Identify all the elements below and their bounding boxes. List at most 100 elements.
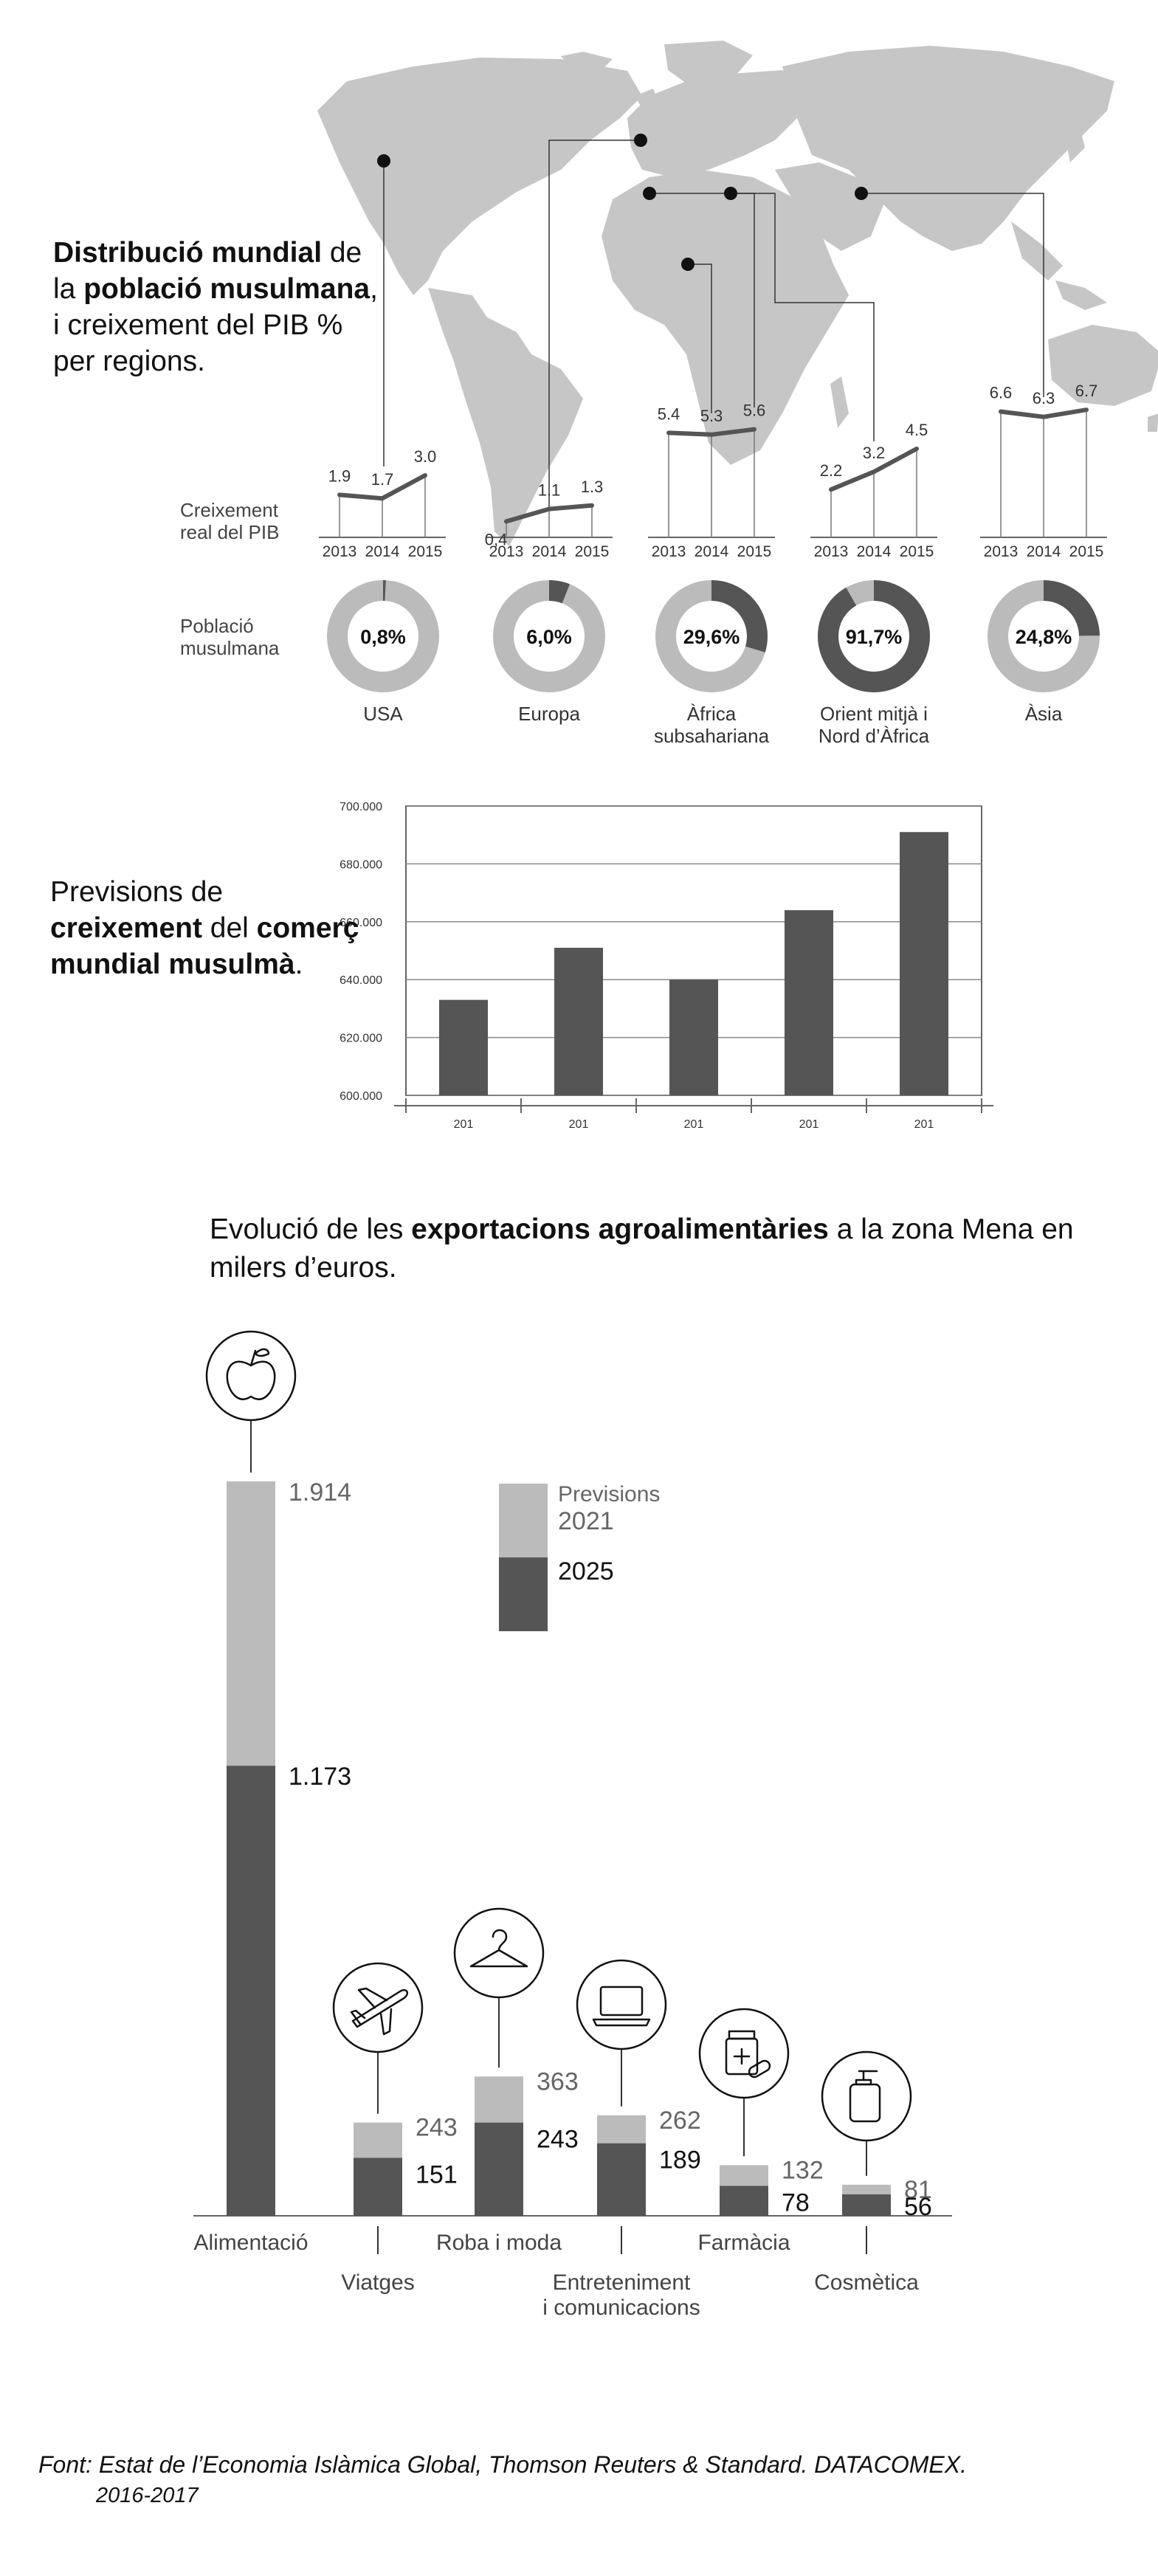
year-tick-label: 2014 bbox=[695, 543, 729, 560]
gdp-series-line bbox=[829, 447, 919, 492]
region-chart-4: 6.6 6.3 6.7 2013 2014 2015 24,8% Àsia bbox=[980, 382, 1107, 725]
year-tick-label: 2013 bbox=[984, 543, 1019, 560]
bar-2021-segment bbox=[475, 2122, 523, 2216]
donut-percent-label: 0,8% bbox=[360, 626, 406, 648]
world-map-illustration bbox=[317, 41, 1158, 546]
gdp-value-label: 4.5 bbox=[906, 421, 928, 439]
section2-title-part: comerç mundial musulmà bbox=[50, 912, 359, 980]
bar-2021-segment bbox=[227, 1766, 275, 2216]
legend-2025-label: 2025 bbox=[558, 1557, 614, 1585]
donut-share-arc bbox=[493, 580, 605, 692]
region-chart-2: 5.4 5.3 5.6 2013 2014 2015 29,6% Àfricasubsahar… bbox=[648, 402, 775, 747]
year-tick-label: 2015 bbox=[737, 543, 772, 560]
legend-2021-label: 2021 bbox=[558, 1507, 614, 1535]
apple-icon bbox=[205, 1330, 297, 1422]
gdp-series-line bbox=[504, 503, 594, 524]
gdp-series-line bbox=[337, 473, 427, 501]
year-tick-label: 2014 bbox=[365, 543, 400, 560]
legend-2025-swatch bbox=[499, 1557, 548, 1631]
gdp-value-label: 1.1 bbox=[538, 481, 561, 500]
value-2025-label: 132 bbox=[782, 2156, 824, 2184]
apple-body bbox=[226, 1360, 276, 1400]
x-tick-label: 201 bbox=[684, 1118, 704, 1131]
section2-title-part: . bbox=[294, 948, 303, 980]
section2-title-part: Previsions de bbox=[50, 876, 224, 908]
value-2025-label: 262 bbox=[659, 2107, 701, 2135]
forecast-bar bbox=[669, 979, 718, 1095]
x-tick-label: 201 bbox=[799, 1118, 819, 1131]
value-2025-label: 363 bbox=[537, 2067, 579, 2095]
gdp-value-label: 2.2 bbox=[820, 461, 843, 480]
forecast-bar bbox=[554, 948, 603, 1095]
dispenser-icon bbox=[821, 2050, 912, 2142]
forecast-bar bbox=[900, 832, 948, 1095]
donut-share-arc bbox=[988, 580, 1100, 692]
section2-title-part: del bbox=[201, 912, 257, 944]
region-name-label: Orient mitjà i bbox=[820, 703, 928, 725]
x-tick-label: 201 bbox=[454, 1118, 474, 1131]
pill-capsule bbox=[748, 2059, 771, 2079]
apple-stem bbox=[249, 1348, 270, 1367]
category-label: Viatges bbox=[341, 2270, 415, 2295]
value-2021-label: 1.173 bbox=[289, 1763, 351, 1791]
population-row-label: musulmana bbox=[180, 637, 280, 659]
bar-2021-segment bbox=[842, 2194, 891, 2216]
callout-line bbox=[861, 193, 1044, 397]
region-pin-icon bbox=[855, 187, 868, 200]
category-label: Roba i moda bbox=[436, 2231, 562, 2255]
bottle-body bbox=[725, 2037, 759, 2076]
section1-title-part: població musulmana bbox=[83, 273, 371, 305]
section3-title-part: exportacions agroalimentàries bbox=[411, 1213, 829, 1245]
hanger-icon bbox=[453, 1907, 545, 1999]
year-tick-label: 2014 bbox=[857, 543, 892, 560]
donut-share-arc bbox=[327, 580, 439, 692]
region-name-label: Àfrica bbox=[687, 703, 737, 725]
region-name-label: Europa bbox=[518, 703, 580, 725]
callout-line bbox=[688, 264, 712, 413]
dispenser-bottle bbox=[849, 2083, 881, 2123]
x-tick-label: 201 bbox=[914, 1118, 934, 1131]
bar-2025-segment bbox=[842, 2184, 891, 2194]
donut-percent-label: 29,6% bbox=[683, 626, 740, 648]
year-tick-label: 2015 bbox=[900, 543, 934, 560]
y-tick-label: 640.000 bbox=[340, 974, 382, 987]
value-2021-label: 243 bbox=[537, 2126, 579, 2154]
gdp-value-label: 0,4 bbox=[485, 530, 508, 548]
category-label: Alimentació bbox=[193, 2231, 308, 2255]
donut-percent-label: 6,0% bbox=[526, 626, 572, 648]
category-group-4: 132 78 Farmàcia bbox=[697, 2008, 824, 2255]
year-tick-label: 2013 bbox=[814, 543, 849, 560]
gdp-value-label: 3.0 bbox=[414, 447, 437, 466]
gdp-value-label: 6.7 bbox=[1075, 382, 1098, 400]
bar-2025-segment bbox=[597, 2115, 646, 2143]
section1-title-part: , i creixement del PIB % per regions. bbox=[53, 273, 378, 377]
airplane-icon bbox=[332, 1962, 424, 2053]
section3-title-part: Evolució de les bbox=[210, 1213, 412, 1245]
icon-circle bbox=[698, 2008, 790, 2099]
section2-title-part: creixement bbox=[50, 912, 202, 944]
gdp-value-label: 5.4 bbox=[658, 404, 680, 423]
category-label: Entreteniment bbox=[553, 2270, 691, 2295]
legend-title: Previsions bbox=[558, 1482, 660, 1506]
value-2025-label: 1.914 bbox=[289, 1478, 351, 1506]
gdp-value-label: 6.6 bbox=[990, 384, 1013, 402]
year-tick-label: 2014 bbox=[1027, 543, 1061, 560]
source-line-1: Font: Estat de l’Economia Islàmica Globa… bbox=[38, 2451, 967, 2478]
icon-circle bbox=[332, 1962, 424, 2053]
icon-circle bbox=[453, 1907, 545, 1999]
donut-percent-label: 24,8% bbox=[1016, 626, 1072, 648]
gdp-value-label: 5.3 bbox=[700, 407, 723, 425]
gdp-value-label: 3.2 bbox=[863, 444, 886, 462]
category-label: Farmàcia bbox=[697, 2231, 790, 2255]
value-2021-label: 151 bbox=[416, 2161, 458, 2189]
gdp-series-line bbox=[666, 427, 757, 437]
region-pin-icon bbox=[681, 258, 695, 271]
section2-title: Previsions de creixement del comerç mund… bbox=[50, 874, 375, 982]
region-name-label: Nord d’Àfrica bbox=[818, 725, 930, 747]
section3-title: Evolució de les exportacions agroaliment… bbox=[210, 1210, 1095, 1287]
airplane-shape bbox=[350, 1987, 409, 2036]
region-pin-icon bbox=[724, 187, 737, 200]
year-tick-label: 2015 bbox=[1069, 543, 1104, 560]
